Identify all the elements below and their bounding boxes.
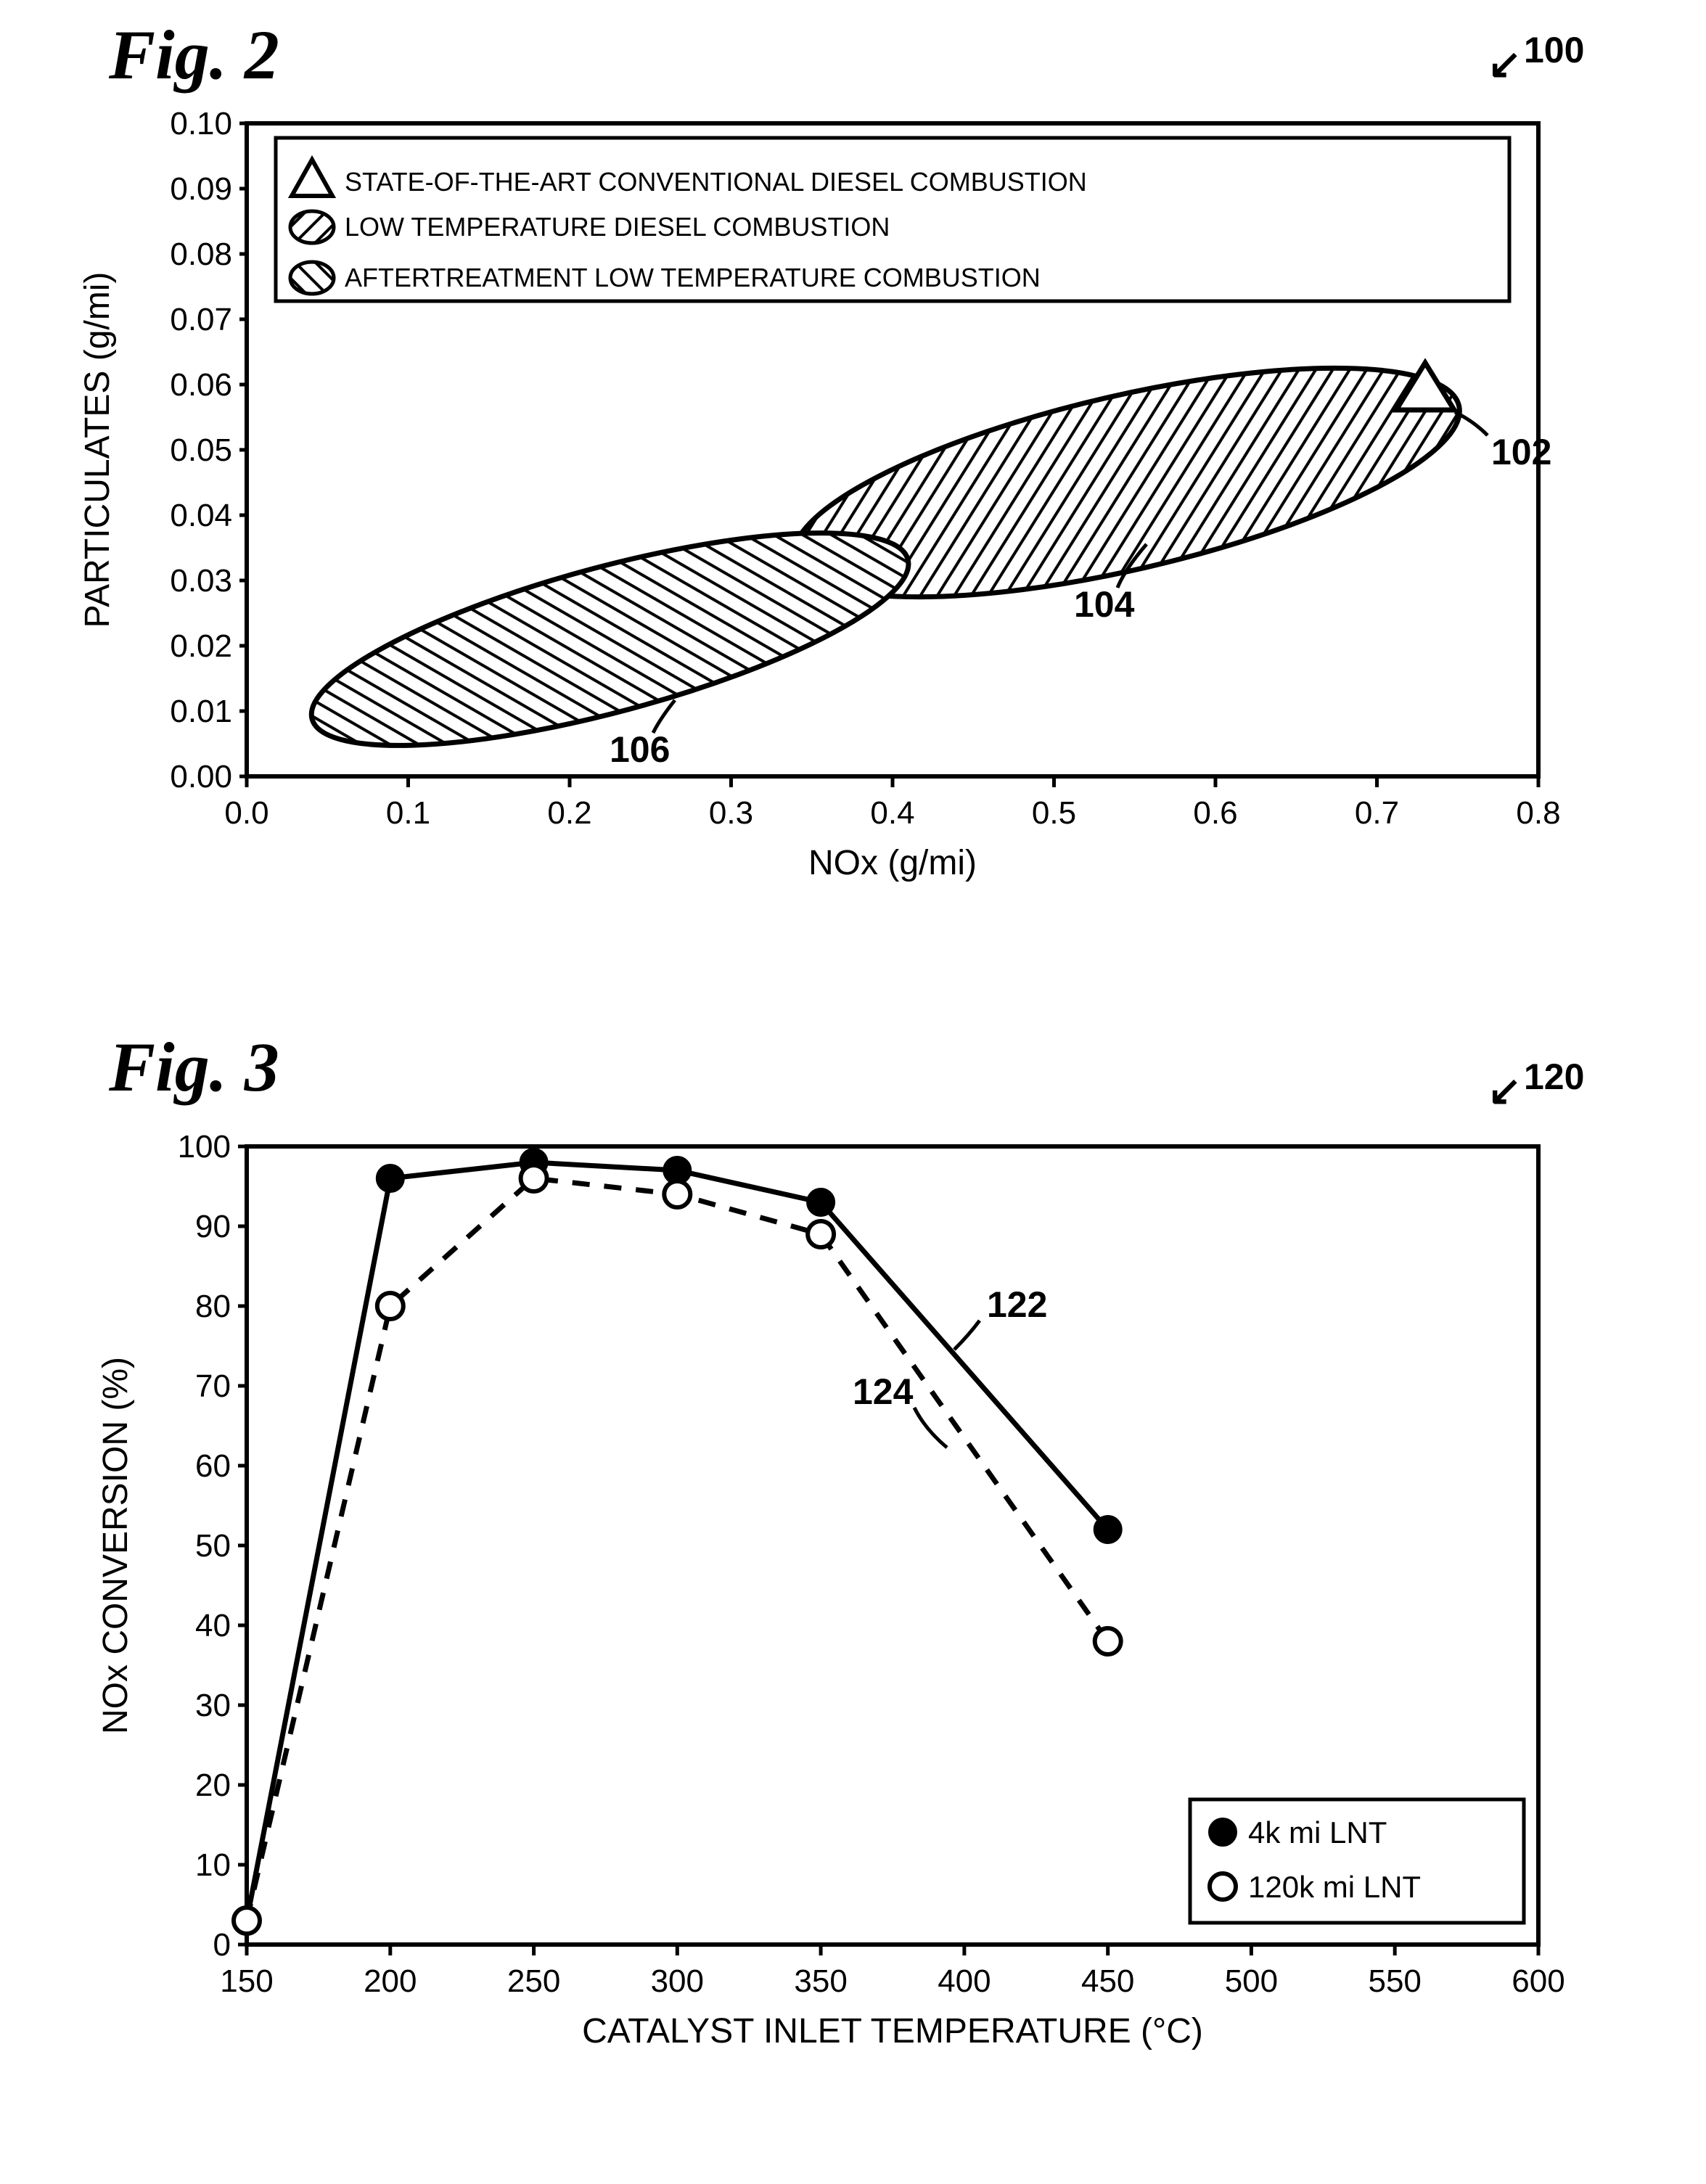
svg-text:80: 80 bbox=[195, 1289, 231, 1324]
svg-text:0.1: 0.1 bbox=[386, 795, 430, 831]
svg-text:0: 0 bbox=[213, 1927, 231, 1963]
svg-text:50: 50 bbox=[195, 1528, 231, 1564]
figure-3-ref-arrow-icon: ↙ bbox=[1488, 1067, 1522, 1114]
svg-text:0.4: 0.4 bbox=[870, 795, 914, 831]
svg-text:600: 600 bbox=[1512, 1963, 1564, 1999]
svg-text:0.0: 0.0 bbox=[224, 795, 268, 831]
svg-text:122: 122 bbox=[987, 1284, 1047, 1325]
figure-3-title: Fig. 3 bbox=[109, 1027, 279, 1107]
figure-3-ref-label: 120 bbox=[1524, 1056, 1584, 1098]
svg-text:0.2: 0.2 bbox=[547, 795, 591, 831]
page: Fig. 2 ↙ 100 0.00 0.01 0.02 0.03 0.04 0.… bbox=[0, 0, 1706, 2184]
svg-text:0.02: 0.02 bbox=[170, 628, 232, 664]
svg-text:250: 250 bbox=[507, 1963, 560, 1999]
svg-text:0.5: 0.5 bbox=[1032, 795, 1076, 831]
svg-text:60: 60 bbox=[195, 1448, 231, 1484]
svg-text:0.06: 0.06 bbox=[170, 367, 232, 403]
legend-filled-circle-icon bbox=[1210, 1819, 1236, 1845]
figure-2-chart: 0.00 0.01 0.02 0.03 0.04 0.05 0.06 0.07 … bbox=[58, 94, 1654, 965]
figure-3-legend: 4k mi LNT 120k mi LNT bbox=[1190, 1799, 1524, 1923]
figure-2-title: Fig. 2 bbox=[109, 15, 279, 95]
svg-text:500: 500 bbox=[1225, 1963, 1278, 1999]
svg-text:10: 10 bbox=[195, 1847, 231, 1883]
svg-text:300: 300 bbox=[651, 1963, 704, 1999]
svg-text:0.6: 0.6 bbox=[1193, 795, 1237, 831]
legend-open-circle-icon bbox=[1210, 1873, 1236, 1900]
legend-hatch-nw-icon bbox=[290, 211, 334, 243]
legend-item-2: LOW TEMPERATURE DIESEL COMBUSTION bbox=[345, 212, 890, 242]
figure-3-yticks: 0 10 20 30 40 50 60 70 80 90 100 bbox=[178, 1129, 247, 1963]
svg-text:0.08: 0.08 bbox=[170, 237, 232, 272]
svg-text:0.8: 0.8 bbox=[1516, 795, 1560, 831]
svg-text:150: 150 bbox=[220, 1963, 273, 1999]
legend-item-4k: 4k mi LNT bbox=[1248, 1815, 1387, 1850]
svg-text:0.01: 0.01 bbox=[170, 694, 232, 729]
figure-3-xticks: 150 200 250 300 350 400 450 500 550 600 bbox=[220, 1945, 1564, 1999]
svg-text:90: 90 bbox=[195, 1209, 231, 1244]
svg-text:0.10: 0.10 bbox=[170, 106, 232, 141]
svg-text:0.3: 0.3 bbox=[709, 795, 753, 831]
figure-2-xlabel: NOx (g/mi) bbox=[808, 844, 977, 882]
svg-text:40: 40 bbox=[195, 1608, 231, 1643]
figure-2-xticks: 0.0 0.1 0.2 0.3 0.4 0.5 0.6 0.7 0.8 bbox=[224, 776, 1560, 831]
svg-text:0.09: 0.09 bbox=[170, 171, 232, 207]
svg-text:106: 106 bbox=[610, 729, 670, 770]
svg-text:0.00: 0.00 bbox=[170, 759, 232, 795]
svg-text:20: 20 bbox=[195, 1768, 231, 1803]
figure-2-ylabel: PARTICULATES (g/mi) bbox=[78, 272, 117, 628]
svg-text:400: 400 bbox=[938, 1963, 991, 1999]
legend-item-1: STATE-OF-THE-ART CONVENTIONAL DIESEL COM… bbox=[345, 167, 1087, 197]
figure-3-xlabel: CATALYST INLET TEMPERATURE (°C) bbox=[582, 2012, 1203, 2050]
legend-item-3: AFTERTREATMENT LOW TEMPERATURE COMBUSTIO… bbox=[345, 263, 1041, 292]
svg-text:200: 200 bbox=[364, 1963, 417, 1999]
figure-3-ylabel: NOx CONVERSION (%) bbox=[97, 1357, 135, 1734]
svg-text:104: 104 bbox=[1074, 584, 1135, 625]
svg-text:0.07: 0.07 bbox=[170, 302, 232, 337]
svg-text:450: 450 bbox=[1081, 1963, 1134, 1999]
svg-text:550: 550 bbox=[1368, 1963, 1421, 1999]
figure-3-chart: 0 10 20 30 40 50 60 70 80 90 100 150 200… bbox=[58, 1117, 1654, 2133]
svg-text:124: 124 bbox=[853, 1371, 914, 1412]
legend-item-120k: 120k mi LNT bbox=[1248, 1870, 1421, 1904]
svg-text:0.03: 0.03 bbox=[170, 563, 232, 599]
svg-text:100: 100 bbox=[178, 1129, 231, 1165]
svg-text:0.05: 0.05 bbox=[170, 432, 232, 468]
legend-hatch-ne-icon bbox=[290, 262, 334, 294]
svg-text:0.7: 0.7 bbox=[1355, 795, 1399, 831]
figure-2-ref-label: 100 bbox=[1524, 29, 1584, 71]
svg-text:0.04: 0.04 bbox=[170, 498, 232, 533]
figure-2-legend: STATE-OF-THE-ART CONVENTIONAL DIESEL COM… bbox=[276, 138, 1509, 301]
svg-text:102: 102 bbox=[1491, 432, 1551, 472]
svg-text:70: 70 bbox=[195, 1368, 231, 1404]
svg-text:350: 350 bbox=[794, 1963, 847, 1999]
figure-2-yticks: 0.00 0.01 0.02 0.03 0.04 0.05 0.06 0.07 … bbox=[170, 106, 247, 795]
svg-text:30: 30 bbox=[195, 1688, 231, 1723]
figure-2-ref-arrow-icon: ↙ bbox=[1488, 40, 1522, 88]
